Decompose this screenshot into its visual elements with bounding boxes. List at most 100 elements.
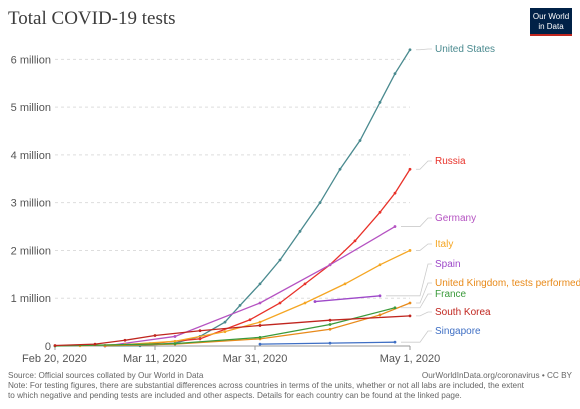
label-leader (416, 243, 432, 251)
owid-logo[interactable]: Our World in Data (530, 8, 572, 36)
data-point (408, 301, 412, 305)
label-leader (386, 263, 432, 297)
logo-background (530, 8, 572, 36)
footer: Source: Official sources collated by Our… (8, 371, 573, 400)
y-tick-label: 5 million (11, 102, 51, 114)
label-leader (416, 282, 432, 304)
data-point (223, 330, 227, 334)
y-tick-label: 6 million (11, 54, 51, 66)
data-point (258, 336, 262, 339)
y-tick-label: 2 million (11, 245, 51, 257)
series-label: South Korea (435, 307, 491, 318)
series-line (54, 315, 411, 347)
series-united-states[interactable] (103, 48, 412, 348)
x-axis: Feb 20, 2020 Mar 11, 2020 Mar 31, 2020 May … (22, 346, 440, 365)
label-leader (416, 311, 432, 317)
data-point (223, 320, 227, 324)
data-point (328, 263, 332, 267)
x-tick-label: May 1, 2020 (380, 353, 441, 365)
data-point (278, 301, 282, 305)
chart-title: Total COVID-19 tests (8, 8, 176, 29)
series-russia[interactable] (103, 167, 412, 347)
data-point (258, 320, 262, 324)
logo-underline (530, 34, 572, 36)
data-point (198, 337, 202, 341)
series-label: France (435, 289, 467, 300)
data-point (378, 210, 382, 214)
series-label: United Kingdom, tests performed (435, 278, 580, 289)
data-point (378, 100, 382, 104)
gridlines (55, 58, 410, 347)
data-point (198, 329, 202, 333)
data-point (393, 191, 397, 195)
data-point (173, 342, 177, 346)
data-point (258, 301, 262, 305)
data-point (408, 48, 412, 52)
label-leader (416, 48, 432, 51)
y-tick-label: 0 (45, 341, 51, 353)
y-axis: 0 1 million 2 million 3 million 4 million 5 m… (11, 54, 51, 353)
series-line (314, 295, 381, 303)
data-point (328, 341, 332, 345)
series-label: United States (435, 44, 495, 55)
data-point (378, 263, 382, 267)
data-point (298, 229, 302, 233)
series-label: Russia (435, 156, 466, 167)
data-point (313, 300, 317, 303)
note-line-1: Note: For testing figures, there are sub… (8, 381, 525, 390)
logo-line1: Our World (533, 12, 569, 21)
series-spain[interactable] (313, 294, 382, 303)
data-point (393, 340, 397, 344)
y-tick-label: 1 million (11, 293, 51, 305)
data-point (328, 327, 332, 331)
data-point (378, 313, 382, 317)
data-point (173, 335, 177, 338)
logo-line2: in Data (538, 22, 564, 31)
data-point (93, 342, 97, 346)
series-south-korea[interactable] (53, 314, 412, 347)
series-label: Singapore (435, 326, 481, 337)
series-lines (53, 48, 412, 348)
data-point (173, 339, 177, 343)
data-point (303, 301, 307, 305)
data-point (408, 167, 412, 171)
series-labels: United States Russia Germany Italy Spain Unit… (386, 44, 580, 343)
x-tick-label: Mar 11, 2020 (123, 353, 187, 365)
series-line (104, 49, 411, 347)
series-singapore[interactable] (258, 340, 397, 346)
data-point (318, 201, 322, 205)
data-point (328, 323, 332, 326)
data-point (258, 282, 262, 286)
series-line (54, 307, 396, 347)
data-point (358, 139, 362, 142)
label-leader (401, 293, 432, 309)
y-tick-label: 4 million (11, 150, 51, 162)
data-point (258, 324, 262, 327)
credit-link[interactable]: OurWorldInData.org/coronavirus • CC BY (422, 371, 573, 380)
data-point (303, 282, 307, 286)
series-label: Spain (435, 259, 461, 270)
data-point (353, 239, 357, 243)
data-point (258, 342, 262, 346)
x-tick-label: Feb 20, 2020 (22, 353, 87, 365)
data-point (123, 338, 127, 342)
label-leader (416, 160, 432, 170)
note-line-2: to which negative and pending tests are … (8, 391, 462, 400)
data-point (53, 344, 57, 347)
source-text: Source: Official sources collated by Our… (8, 371, 204, 380)
data-point (338, 167, 342, 171)
data-point (408, 249, 412, 252)
data-point (408, 314, 412, 318)
x-tick-label: Mar 31, 2020 (223, 353, 288, 365)
data-point (153, 334, 157, 337)
series-label: Italy (435, 239, 453, 250)
data-point (393, 72, 397, 76)
series-line (259, 341, 396, 345)
data-point (378, 294, 382, 298)
data-point (278, 258, 282, 262)
series-label: Germany (435, 213, 476, 224)
data-point (328, 318, 332, 322)
label-leader (401, 330, 432, 343)
data-point (248, 318, 252, 322)
